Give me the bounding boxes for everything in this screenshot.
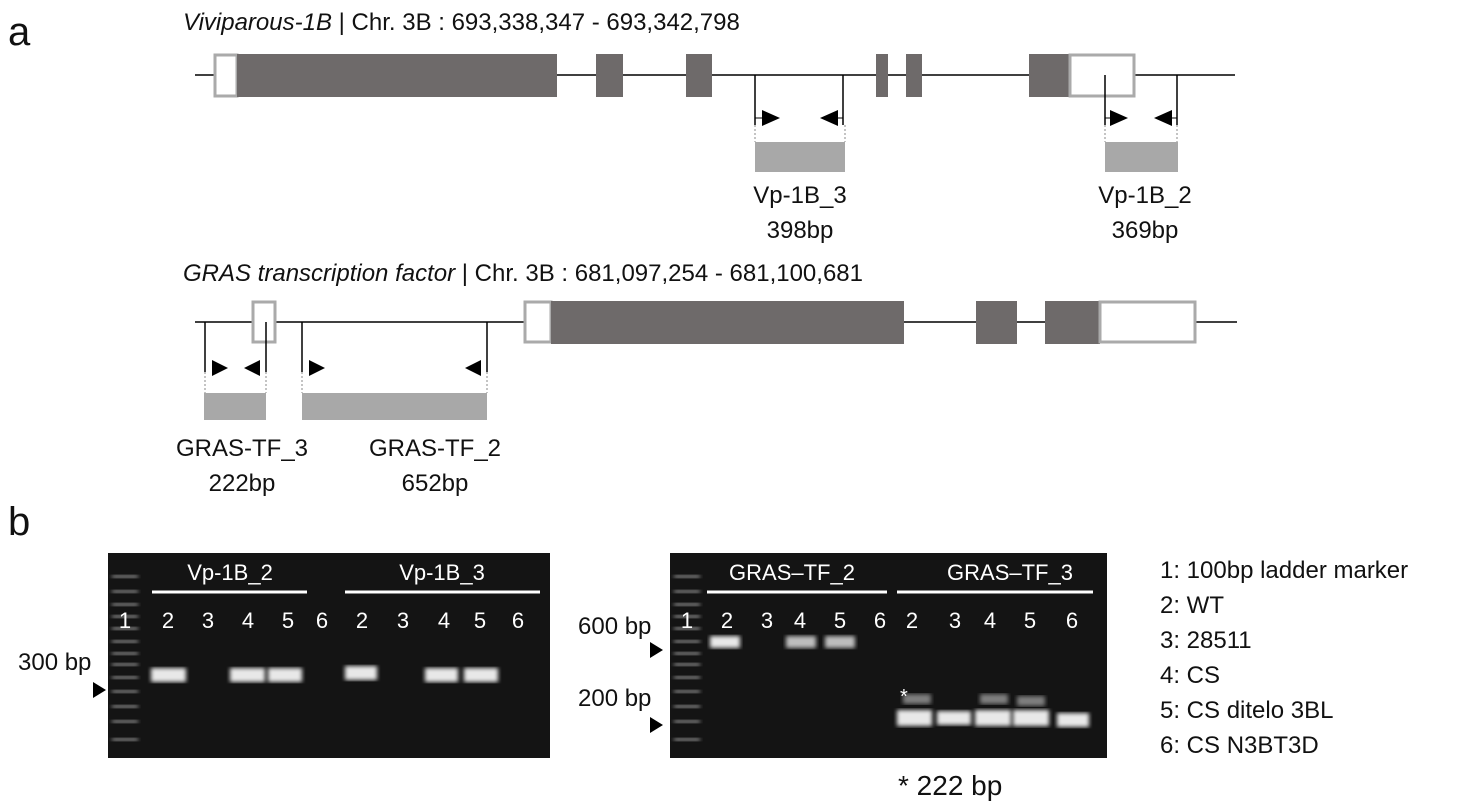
ladder-band [112,705,138,708]
gene-location: | Chr. 3B : 693,338,347 - 693,342,798 [339,9,740,36]
lane-label: 6 [1066,608,1078,633]
amplicon-name: GRAS-TF_2 [369,435,501,462]
lane-label: 3 [949,608,961,633]
amplicon-size: 222bp [209,470,276,497]
lane-label: 4 [794,608,806,633]
star: * [900,686,908,708]
figure: a Viviparous-1B | Chr. 3B : 693,338,347 … [0,0,1479,804]
gene-title: GRAS transcription factor | Chr. 3B : 68… [183,260,863,287]
amplicon-name: GRAS-TF_3 [176,435,308,462]
amplicon-name: Vp-1B_2 [1098,182,1191,209]
ladder-band [112,575,138,578]
ladder-band [112,738,138,741]
ladder-band [112,720,138,723]
ladder-band [674,640,700,643]
lane-label: 6 [874,608,886,633]
size-marker: 600 bp [578,613,651,640]
ladder-band [112,652,138,655]
group-label: GRAS–TF_3 [947,560,1073,585]
legend-entry: 4: CS [1160,662,1220,689]
ladder-band [112,676,138,679]
ladder-band [674,652,700,655]
ladder-band [112,663,138,666]
amplicon-size: 398bp [767,217,834,244]
ladder-band [112,603,138,606]
legend-entry: 6: CS N3BT3D [1160,732,1319,759]
group-label: GRAS–TF_2 [729,560,855,585]
legend-entry: 3: 28511 [1160,627,1252,654]
gene-name: GRAS transcription factor [183,260,456,287]
note: * 222 bp [898,770,1002,801]
ladder-band [674,663,700,666]
legend-entry: 1: 100bp ladder marker [1160,557,1408,584]
group-label: Vp-1B_2 [187,560,273,585]
ladder-band [674,575,700,578]
lane-label: 3 [202,608,214,633]
legend: 1: 100bp ladder marker 2: WT 3: 28511 4: CS… [1160,557,1408,759]
panel-label: b [8,500,30,544]
ladder-band [112,690,138,693]
lane-label: 4 [984,608,996,633]
lane-label: 4 [242,608,254,633]
lane-label: 5 [282,608,294,633]
group-label: Vp-1B_3 [399,560,485,585]
size-marker: 200 bp [578,685,651,712]
lane-label: 4 [438,608,450,633]
lane-label: 5 [1024,608,1036,633]
legend-entry: 2: WT [1160,592,1224,619]
lane-label: 6 [316,608,328,633]
legend-entry: 5: CS ditelo 3BL [1160,697,1333,724]
amplicon-size: 369bp [1112,217,1179,244]
ladder-band [674,676,700,679]
lane-label: 6 [512,608,524,633]
lane-label: 1 [119,608,131,633]
size-marker: 300 bp [18,649,91,676]
gene-location: | Chr. 3B : 681,097,254 - 681,100,681 [462,260,863,287]
ladder-band [674,738,700,741]
panel-label: a [8,10,31,54]
lane-label: 2 [721,608,733,633]
lane-label: 1 [681,608,693,633]
amplicon-size: 652bp [402,470,469,497]
ladder-band [674,720,700,723]
ladder-band [674,690,700,693]
ladder-band [112,590,138,593]
lane-label: 5 [834,608,846,633]
ladder-band [674,603,700,606]
lane-label: 2 [162,608,174,633]
lane-label: 2 [356,608,368,633]
gene-title: Viviparous-1B | Chr. 3B : 693,338,347 - … [183,9,740,36]
ladder-band [112,640,138,643]
gene2-structure [195,301,1237,420]
lane-label: 3 [397,608,409,633]
ladder-band [674,590,700,593]
amplicon-name: Vp-1B_3 [753,182,846,209]
gene1-structure [195,54,1235,172]
ladder-band [674,705,700,708]
lane-label: 2 [906,608,918,633]
lane-label: 5 [474,608,486,633]
lane-label: 3 [761,608,773,633]
gene-name: Viviparous-1B [183,9,332,36]
